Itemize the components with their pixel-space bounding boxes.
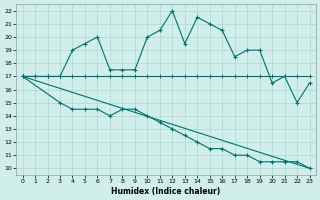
X-axis label: Humidex (Indice chaleur): Humidex (Indice chaleur): [111, 187, 221, 196]
